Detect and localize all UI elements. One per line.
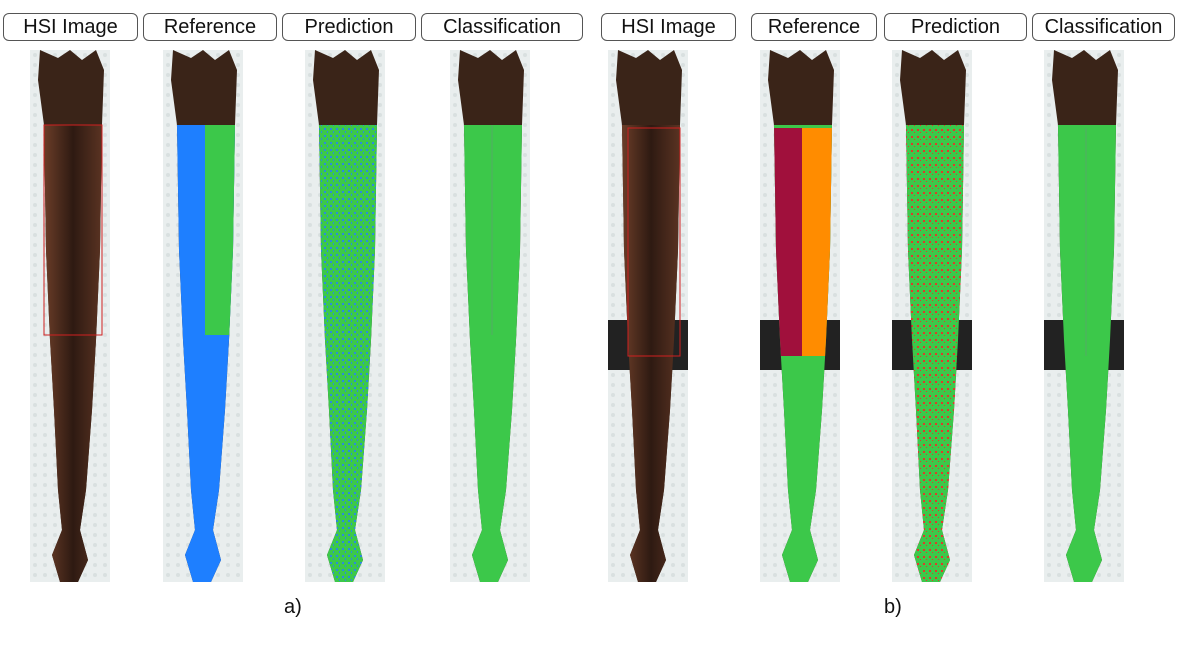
panel-label: b) [884,596,902,619]
strip-a-reference [163,50,243,582]
column-label: Classification [421,13,583,41]
strip-b-classification [1044,50,1124,582]
column-label: Prediction [884,13,1027,41]
figure: HSI Image Reference Prediction Classific… [0,0,1181,646]
strip-b-prediction [892,50,972,582]
figure-images [0,0,1181,646]
panel-label: a) [284,596,302,619]
column-label: Reference [751,13,877,41]
column-label: Prediction [282,13,416,41]
column-label: Classification [1032,13,1175,41]
strip-a-prediction [305,50,385,582]
strip-a-classification [450,50,530,582]
strip-b-reference [760,50,840,582]
column-label: Reference [143,13,277,41]
column-label: HSI Image [3,13,138,41]
strip-a-hsi [30,50,110,582]
strip-b-hsi [608,50,688,582]
column-label: HSI Image [601,13,736,41]
